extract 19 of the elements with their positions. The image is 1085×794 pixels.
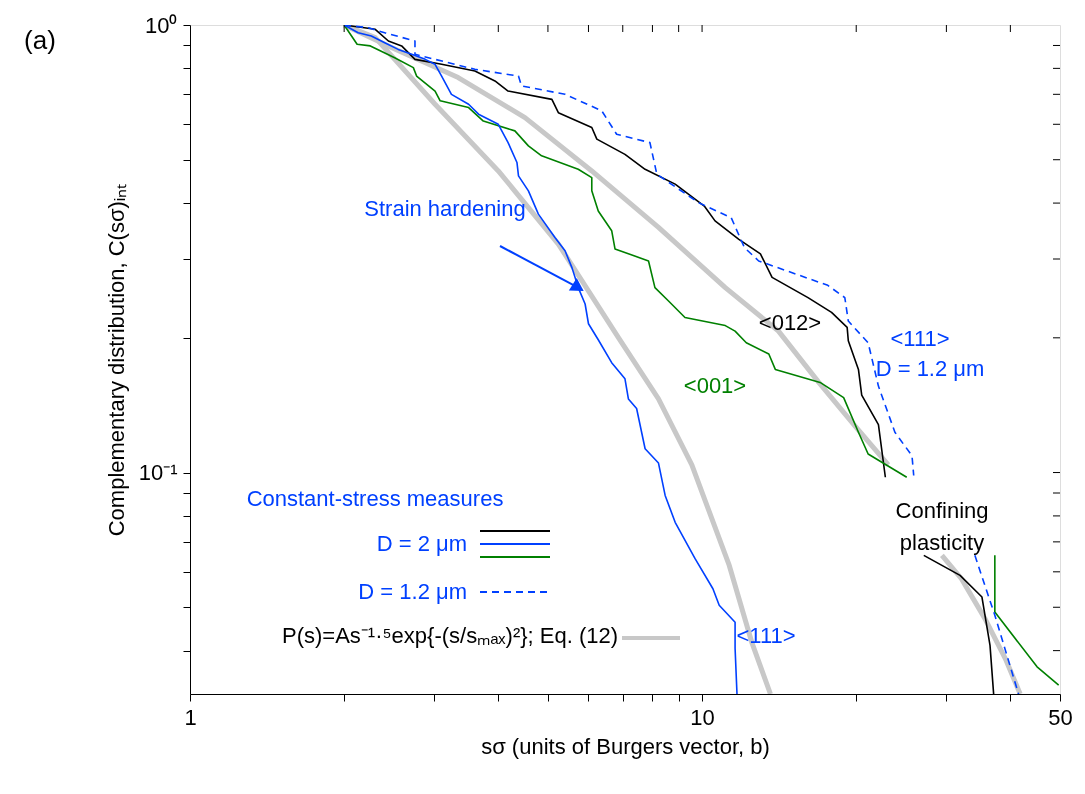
series-label: <111> (736, 623, 796, 648)
x-axis-title: sσ (units of Burgers vector, b) (481, 733, 770, 759)
annotation: D = 1.2 μm (875, 356, 985, 381)
text: (a) (24, 25, 56, 55)
series-label: <001> (683, 373, 747, 398)
annotation: Strain hardening (364, 196, 526, 221)
x-tick-label: 1 (184, 704, 197, 730)
y-tick-label: 10⁻¹ (138, 460, 178, 486)
annotation: Constant-stress measures (246, 486, 504, 511)
legend-label: P(s)=As⁻¹·⁵exp{-(s/sₘₐₓ)²}; Eq. (12) (281, 623, 619, 648)
x-tick-label: 50 (1048, 704, 1073, 730)
annotation: D = 1.2 μm (358, 579, 467, 604)
y-tick-label: 10⁰ (145, 12, 178, 38)
x-tick-label: 10 (690, 704, 715, 730)
series-label: <111> (890, 326, 950, 351)
y-axis-title: Complementary distribution, C(sσ)ᵢₙₜ (103, 183, 129, 537)
series-label: <012> (758, 310, 822, 335)
annotation: D = 2 μm (376, 531, 467, 556)
annotation: Confining plasticity (895, 498, 989, 555)
